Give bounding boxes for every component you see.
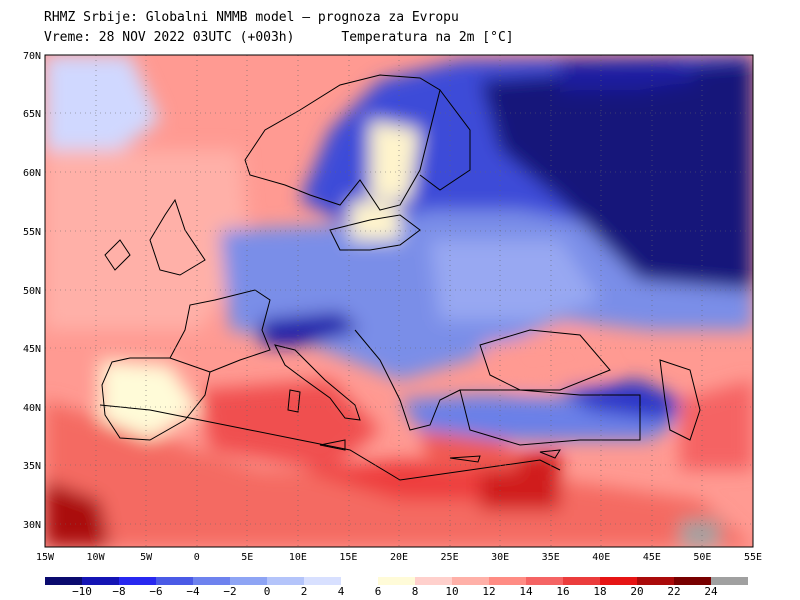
lon-label: 15W xyxy=(36,552,55,563)
colorbar-label: 12 xyxy=(482,585,496,598)
coastlines xyxy=(99,74,701,481)
colorbar-label: 6 xyxy=(374,585,382,598)
colorbar-label: 22 xyxy=(667,585,681,598)
longitude-labels: 15W 10W 5W 0 5E 10E 15E 20E 25E 30E 35E 40E 45E 50E 55… xyxy=(36,552,762,563)
lon-label: 5W xyxy=(140,552,153,563)
colorbar-label: −4 xyxy=(186,585,200,598)
lon-label: 30E xyxy=(491,552,509,563)
colorbar-label: 18 xyxy=(593,585,607,598)
colorbar-label: 20 xyxy=(630,585,644,598)
colorbar-swatch xyxy=(341,577,378,585)
colorbar-swatch xyxy=(156,577,193,585)
lon-label: 0 xyxy=(194,552,200,563)
lat-label: 65N xyxy=(23,109,41,120)
colorbar-swatch xyxy=(267,577,304,585)
graticule xyxy=(45,55,753,547)
colorbar-swatch xyxy=(304,577,341,585)
map-frame xyxy=(44,54,754,548)
lat-label: 35N xyxy=(23,461,41,472)
colorbar-swatch xyxy=(82,577,119,585)
lat-label: 45N xyxy=(23,344,41,355)
temperature-field xyxy=(45,55,753,547)
colorbar-label: 24 xyxy=(704,585,718,598)
colorbar-swatch xyxy=(378,577,415,585)
colorbar-swatch xyxy=(563,577,600,585)
lat-label: 40N xyxy=(23,403,41,414)
colorbar-label: −10 xyxy=(72,585,92,598)
lon-label: 20E xyxy=(390,552,408,563)
lat-label: 50N xyxy=(23,286,41,297)
lat-label: 70N xyxy=(23,51,41,62)
colorbar-label: −2 xyxy=(223,585,237,598)
colorbar-label: 14 xyxy=(519,585,533,598)
colorbar-swatch xyxy=(637,577,674,585)
colorbar-label: 0 xyxy=(263,585,271,598)
lat-label: 60N xyxy=(23,168,41,179)
lon-label: 10E xyxy=(289,552,307,563)
colorbar-label: −8 xyxy=(112,585,126,598)
colorbar-label: −6 xyxy=(149,585,163,598)
lon-label: 25E xyxy=(441,552,459,563)
colorbar-swatch xyxy=(452,577,489,585)
lon-label: 50E xyxy=(693,552,711,563)
colorbar-label: 4 xyxy=(337,585,345,598)
colorbar-label: 8 xyxy=(411,585,419,598)
colorbar-label: 10 xyxy=(445,585,459,598)
colorbar-swatch xyxy=(119,577,156,585)
lon-label: 10W xyxy=(87,552,106,563)
colorbar-swatch xyxy=(526,577,563,585)
lat-label: 55N xyxy=(23,227,41,238)
header-title: RHMZ Srbije: Globalni NMMB model — progn… xyxy=(44,10,459,25)
colorbar-swatch xyxy=(674,577,711,585)
colorbar-swatch xyxy=(415,577,452,585)
lon-label: 55E xyxy=(744,552,762,563)
colorbar-label: 2 xyxy=(300,585,308,598)
colorbar-swatch xyxy=(600,577,637,585)
colorbar-swatch xyxy=(711,577,748,585)
colorbar-swatch xyxy=(45,577,82,585)
colorbar-swatch xyxy=(193,577,230,585)
lon-label: 45E xyxy=(643,552,661,563)
colorbar-label: 16 xyxy=(556,585,570,598)
latitude-labels: 70N 65N 60N 55N 50N 45N 40N 35N 30N xyxy=(23,51,41,531)
colorbar-swatch xyxy=(230,577,267,585)
lon-label: 40E xyxy=(592,552,610,563)
lat-label: 30N xyxy=(23,520,41,531)
colorbar-swatch xyxy=(489,577,526,585)
lon-label: 5E xyxy=(241,552,253,563)
lon-label: 35E xyxy=(542,552,560,563)
header-subtitle: Vreme: 28 NOV 2022 03UTC (+003h) Tempera… xyxy=(44,30,514,45)
lon-label: 15E xyxy=(339,552,357,563)
colorbar xyxy=(45,577,748,585)
